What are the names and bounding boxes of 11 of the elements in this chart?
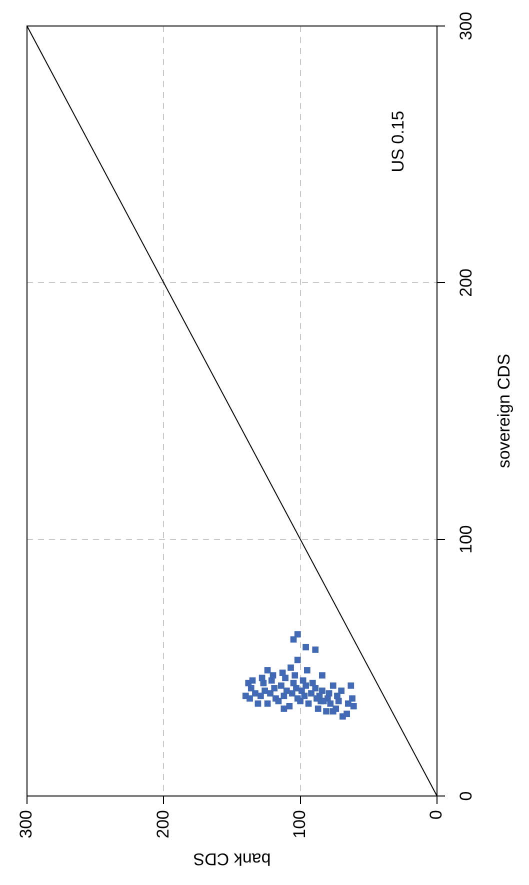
- y-tick-label: 0: [456, 791, 476, 801]
- annotation: US 0.15: [388, 110, 408, 172]
- x-tick-label: 100: [290, 810, 310, 838]
- x-tick-label: 300: [16, 810, 36, 838]
- x-tick-label: 0: [426, 810, 446, 820]
- x-tick-label: 200: [153, 810, 172, 838]
- y-tick-label: 100: [456, 525, 476, 554]
- y-axis-title: sovereign CDS: [494, 354, 514, 468]
- y-tick-label: 200: [456, 268, 476, 297]
- x-axis-title: bank CDS: [193, 849, 271, 868]
- y-tick-label: 300: [456, 12, 476, 40]
